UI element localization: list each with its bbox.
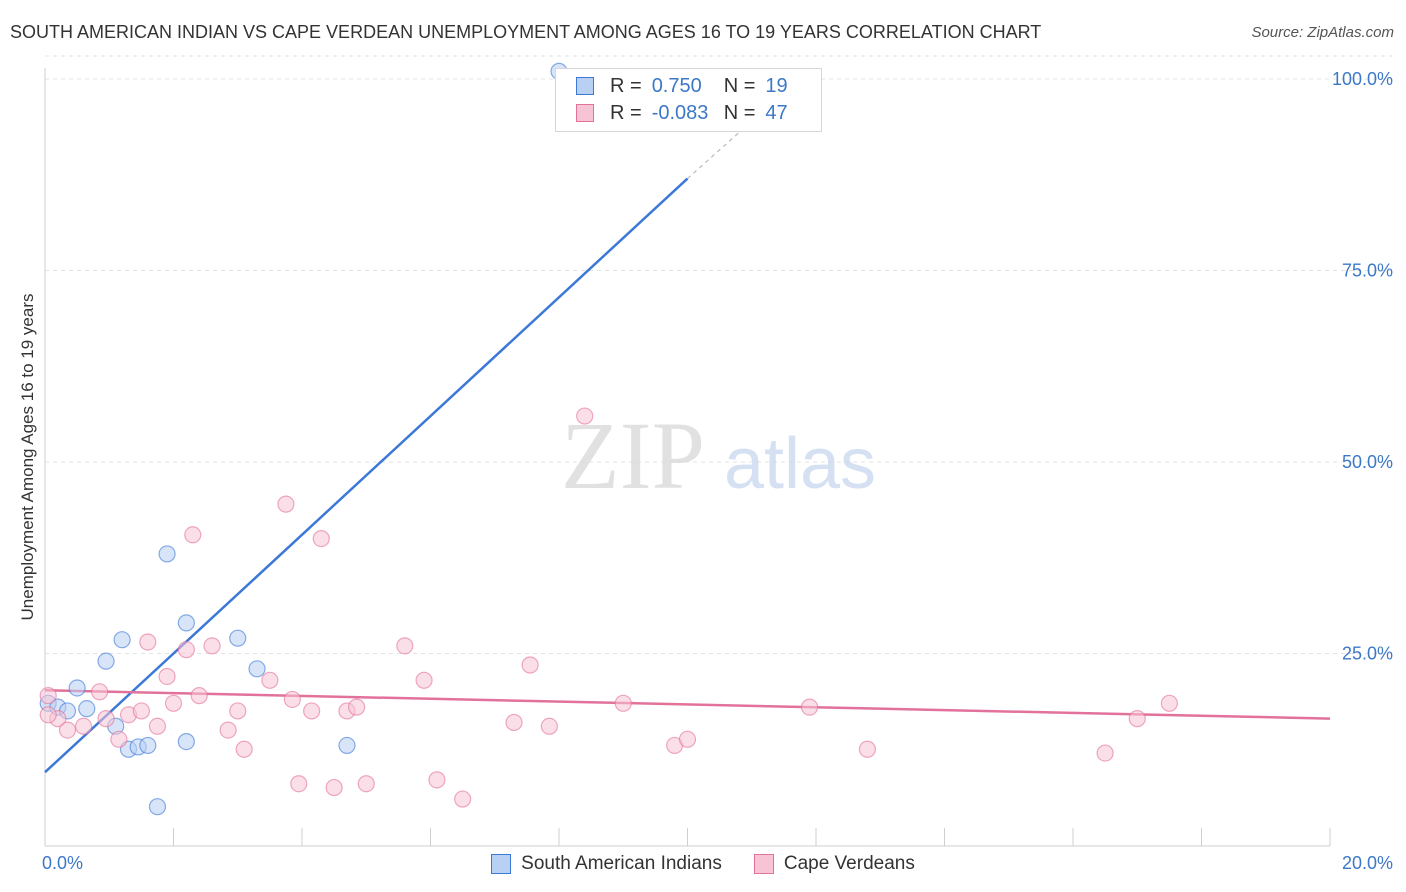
point-cape-verdean xyxy=(39,687,57,705)
point-cape-verdean xyxy=(97,710,115,728)
point-south-american-indian xyxy=(97,652,115,670)
legend-r-label: R = xyxy=(610,101,642,124)
legend-n-value: 47 xyxy=(765,101,788,124)
point-south-american-indian xyxy=(229,629,247,647)
point-south-american-indian xyxy=(177,614,195,632)
point-cape-verdean xyxy=(576,407,594,425)
point-cape-verdean xyxy=(132,702,150,720)
point-cape-verdean xyxy=(261,671,279,689)
point-cape-verdean xyxy=(415,671,433,689)
point-cape-verdean xyxy=(219,721,237,739)
legend-swatch-blue xyxy=(491,854,512,874)
point-cape-verdean xyxy=(454,790,472,808)
series-legend: South American Indians Cape Verdeans xyxy=(0,853,1406,875)
tick-labels: 25.0% 50.0% 75.0% 100.0% 0.0% 20.0% xyxy=(42,69,1393,873)
point-cape-verdean xyxy=(283,690,301,709)
point-cape-verdean xyxy=(357,775,375,793)
point-cape-verdean xyxy=(290,775,308,793)
legend-item-cape-verdeans: Cape Verdeans xyxy=(753,853,915,875)
point-cape-verdean xyxy=(190,687,208,705)
point-south-american-indian xyxy=(113,631,131,649)
point-cape-verdean xyxy=(348,698,366,716)
data-points xyxy=(39,62,1178,816)
point-cape-verdean xyxy=(614,694,632,712)
point-cape-verdean xyxy=(184,526,202,544)
x-tick-label-max: 20.0% xyxy=(1342,853,1393,873)
point-cape-verdean xyxy=(277,495,295,513)
point-cape-verdean xyxy=(229,702,247,720)
watermark-atlas: atlas xyxy=(724,424,876,504)
point-south-american-indian xyxy=(68,679,86,697)
trend-line-south-american-indians xyxy=(44,177,689,774)
point-cape-verdean xyxy=(800,698,819,716)
point-cape-verdean xyxy=(1096,744,1114,762)
point-cape-verdean xyxy=(396,637,414,655)
point-south-american-indian xyxy=(78,700,96,718)
y-tick-label: 75.0% xyxy=(1342,261,1393,281)
point-cape-verdean xyxy=(139,633,157,651)
point-cape-verdean xyxy=(39,706,57,724)
legend-swatch-pink xyxy=(576,104,594,122)
point-cape-verdean xyxy=(148,717,167,735)
point-cape-verdean xyxy=(164,694,183,712)
point-cape-verdean xyxy=(203,637,221,655)
legend-r-value: 0.750 xyxy=(651,74,702,97)
trend-line-extension xyxy=(687,120,753,180)
point-cape-verdean xyxy=(505,713,523,732)
chart-title: SOUTH AMERICAN INDIAN VS CAPE VERDEAN UN… xyxy=(10,22,1042,42)
gridlines xyxy=(45,55,1392,654)
point-south-american-indian xyxy=(338,736,356,755)
point-cape-verdean xyxy=(540,717,558,735)
point-cape-verdean xyxy=(158,667,176,686)
point-cape-verdean xyxy=(58,721,77,739)
legend-n-label: N = xyxy=(723,101,756,124)
legend-swatch-blue xyxy=(576,77,594,95)
point-south-american-indian xyxy=(158,545,176,563)
legend-label: South American Indians xyxy=(521,853,722,874)
point-south-american-indian xyxy=(177,732,195,751)
point-cape-verdean xyxy=(1160,694,1178,712)
point-cape-verdean xyxy=(858,740,877,758)
point-south-american-indian xyxy=(139,736,157,755)
point-cape-verdean xyxy=(110,730,128,748)
point-cape-verdean xyxy=(678,730,697,748)
legend-swatch-pink xyxy=(753,854,774,874)
y-tick-label: 100.0% xyxy=(1332,69,1393,89)
x-tick-label-min: 0.0% xyxy=(42,853,83,873)
y-axis-label: Unemployment Among Ages 16 to 19 years xyxy=(18,293,37,621)
chart-source: Source: ZipAtlas.com xyxy=(1251,24,1394,41)
watermark: ZIP atlas xyxy=(561,402,876,509)
legend-n-value: 19 xyxy=(765,74,788,97)
legend-row-cape-verdean: R = -0.083 N = 47 xyxy=(576,101,788,125)
point-cape-verdean xyxy=(325,778,343,797)
point-south-american-indian xyxy=(148,798,167,816)
point-cape-verdean xyxy=(303,702,321,720)
correlation-legend: R = 0.750 N = 19 R = -0.083 N = 47 xyxy=(555,68,822,132)
point-south-american-indian xyxy=(248,660,266,678)
legend-row-south-american: R = 0.750 N = 19 xyxy=(576,74,788,98)
point-cape-verdean xyxy=(74,717,93,735)
point-cape-verdean xyxy=(235,740,253,758)
point-cape-verdean xyxy=(91,683,109,701)
legend-r-label: R = xyxy=(610,74,642,97)
point-cape-verdean xyxy=(177,641,195,659)
y-tick-label: 25.0% xyxy=(1342,644,1393,664)
point-cape-verdean xyxy=(521,656,539,674)
trend-lines xyxy=(44,120,1331,774)
legend-item-south-american-indians: South American Indians xyxy=(491,853,722,875)
point-cape-verdean xyxy=(1128,710,1146,728)
legend-r-value: -0.083 xyxy=(651,101,709,124)
legend-n-label: N = xyxy=(723,74,756,97)
trend-line-cape-verdeans xyxy=(44,689,1331,720)
point-cape-verdean xyxy=(312,529,330,548)
legend-label: Cape Verdeans xyxy=(783,853,915,874)
y-tick-label: 50.0% xyxy=(1342,452,1393,472)
point-cape-verdean xyxy=(428,771,446,789)
